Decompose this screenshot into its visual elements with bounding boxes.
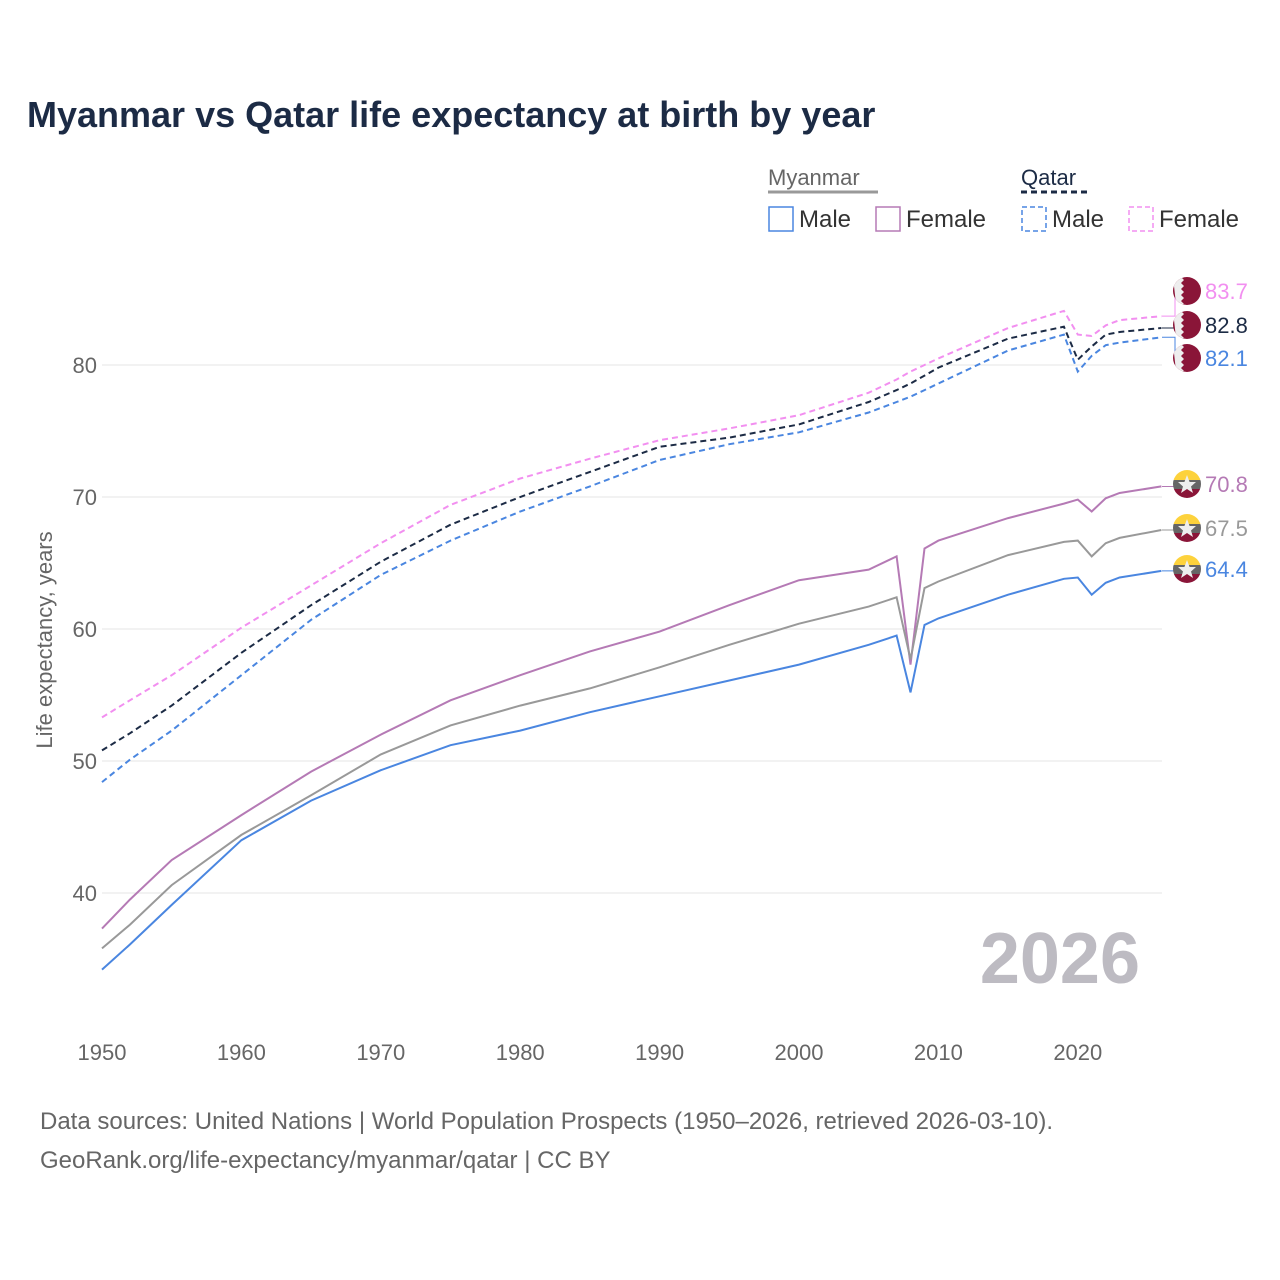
- legend-item-myanmar-male[interactable]: Male: [799, 206, 851, 233]
- line-chart: 40 50 60 70 80 1950 1960 1970 1980 1990 2000 2010 20…: [32, 165, 1248, 1065]
- x-tick-label: 2000: [775, 1040, 824, 1065]
- series-line-myanmar: [101, 529, 1162, 950]
- legend-group-qatar: Qatar: [1021, 165, 1076, 190]
- legend-item-myanmar-female[interactable]: Female: [906, 206, 986, 233]
- qatar-flag-icon: [1173, 311, 1201, 339]
- series-line-qatar-male: [101, 333, 1162, 783]
- legend-group-myanmar: Myanmar: [768, 165, 860, 190]
- myanmar-flag-icon: [1173, 514, 1201, 542]
- chart-title: Myanmar vs Qatar life expectancy at birt…: [27, 94, 876, 135]
- series-line-qatar: [101, 325, 1162, 752]
- y-axis-label: Life expectancy, years: [32, 531, 57, 748]
- footer-link[interactable]: GeoRank.org/life-expectancy/myanmar/qata…: [40, 1147, 611, 1174]
- x-tick-label: 1960: [217, 1040, 266, 1065]
- x-tick-label: 2020: [1053, 1040, 1102, 1065]
- year-watermark: 2026: [980, 919, 1140, 999]
- legend-item-qatar-female[interactable]: Female: [1159, 206, 1239, 233]
- end-value-label: 83.7: [1205, 279, 1248, 304]
- series-line-myanmar-male: [101, 569, 1162, 971]
- legend-swatch: [768, 206, 794, 232]
- series-line-qatar-female: [101, 309, 1162, 719]
- legend-swatch: [1128, 206, 1154, 232]
- legend-swatch: [875, 206, 901, 232]
- end-value-label: 82.1: [1205, 346, 1248, 371]
- legend-item-qatar-male[interactable]: Male: [1052, 206, 1104, 233]
- myanmar-flag-icon: [1173, 470, 1201, 498]
- y-tick-label: 80: [73, 353, 97, 378]
- end-value-label: 82.8: [1205, 313, 1248, 338]
- x-tick-label: 1990: [635, 1040, 684, 1065]
- end-value-label: 67.5: [1205, 516, 1248, 541]
- y-tick-label: 40: [73, 881, 97, 906]
- footer-sources: Data sources: United Nations | World Pop…: [40, 1108, 1054, 1135]
- qatar-flag-icon: [1173, 344, 1201, 372]
- y-tick-label: 50: [73, 749, 97, 774]
- myanmar-flag-icon: [1173, 555, 1201, 583]
- x-tick-label: 1980: [496, 1040, 545, 1065]
- series-line-myanmar-female: [101, 485, 1162, 930]
- x-tick-label: 1970: [356, 1040, 405, 1065]
- qatar-flag-icon: [1173, 277, 1201, 305]
- y-tick-label: 70: [73, 485, 97, 510]
- x-tick-label: 1950: [78, 1040, 127, 1065]
- legend-swatch: [1021, 206, 1047, 232]
- x-tick-label: 2010: [914, 1040, 963, 1065]
- y-tick-label: 60: [73, 617, 97, 642]
- end-value-label: 64.4: [1205, 557, 1248, 582]
- end-value-label: 70.8: [1205, 472, 1248, 497]
